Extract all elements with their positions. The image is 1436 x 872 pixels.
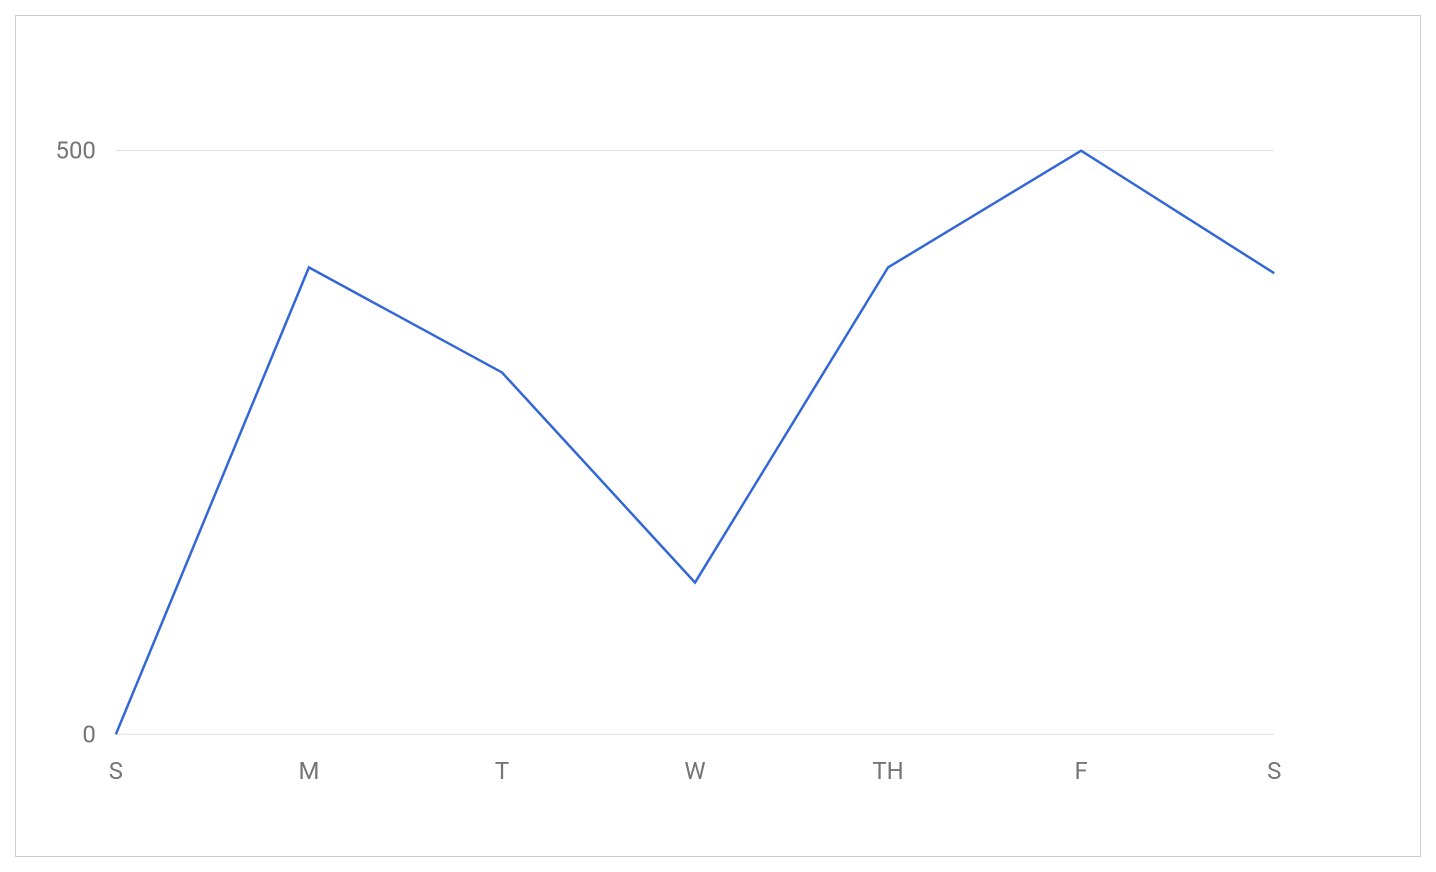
- gridlines: [116, 151, 1274, 735]
- x-tick-label: M: [298, 757, 319, 785]
- y-axis-labels: 0 500: [55, 137, 95, 749]
- line-chart: 0 500 S M T W TH F S: [16, 16, 1420, 856]
- x-tick-label: W: [684, 757, 705, 785]
- data-line: [116, 151, 1274, 735]
- x-tick-label: F: [1075, 757, 1088, 785]
- x-tick-label: S: [1267, 757, 1281, 785]
- line-series: [116, 151, 1274, 735]
- x-tick-label: S: [109, 757, 123, 785]
- chart-container: 0 500 S M T W TH F S: [15, 15, 1421, 857]
- x-tick-label: T: [495, 757, 509, 785]
- x-axis-labels: S M T W TH F S: [109, 757, 1282, 785]
- x-tick-label: TH: [872, 757, 903, 785]
- y-tick-label: 500: [55, 137, 95, 165]
- y-tick-label: 0: [82, 720, 95, 748]
